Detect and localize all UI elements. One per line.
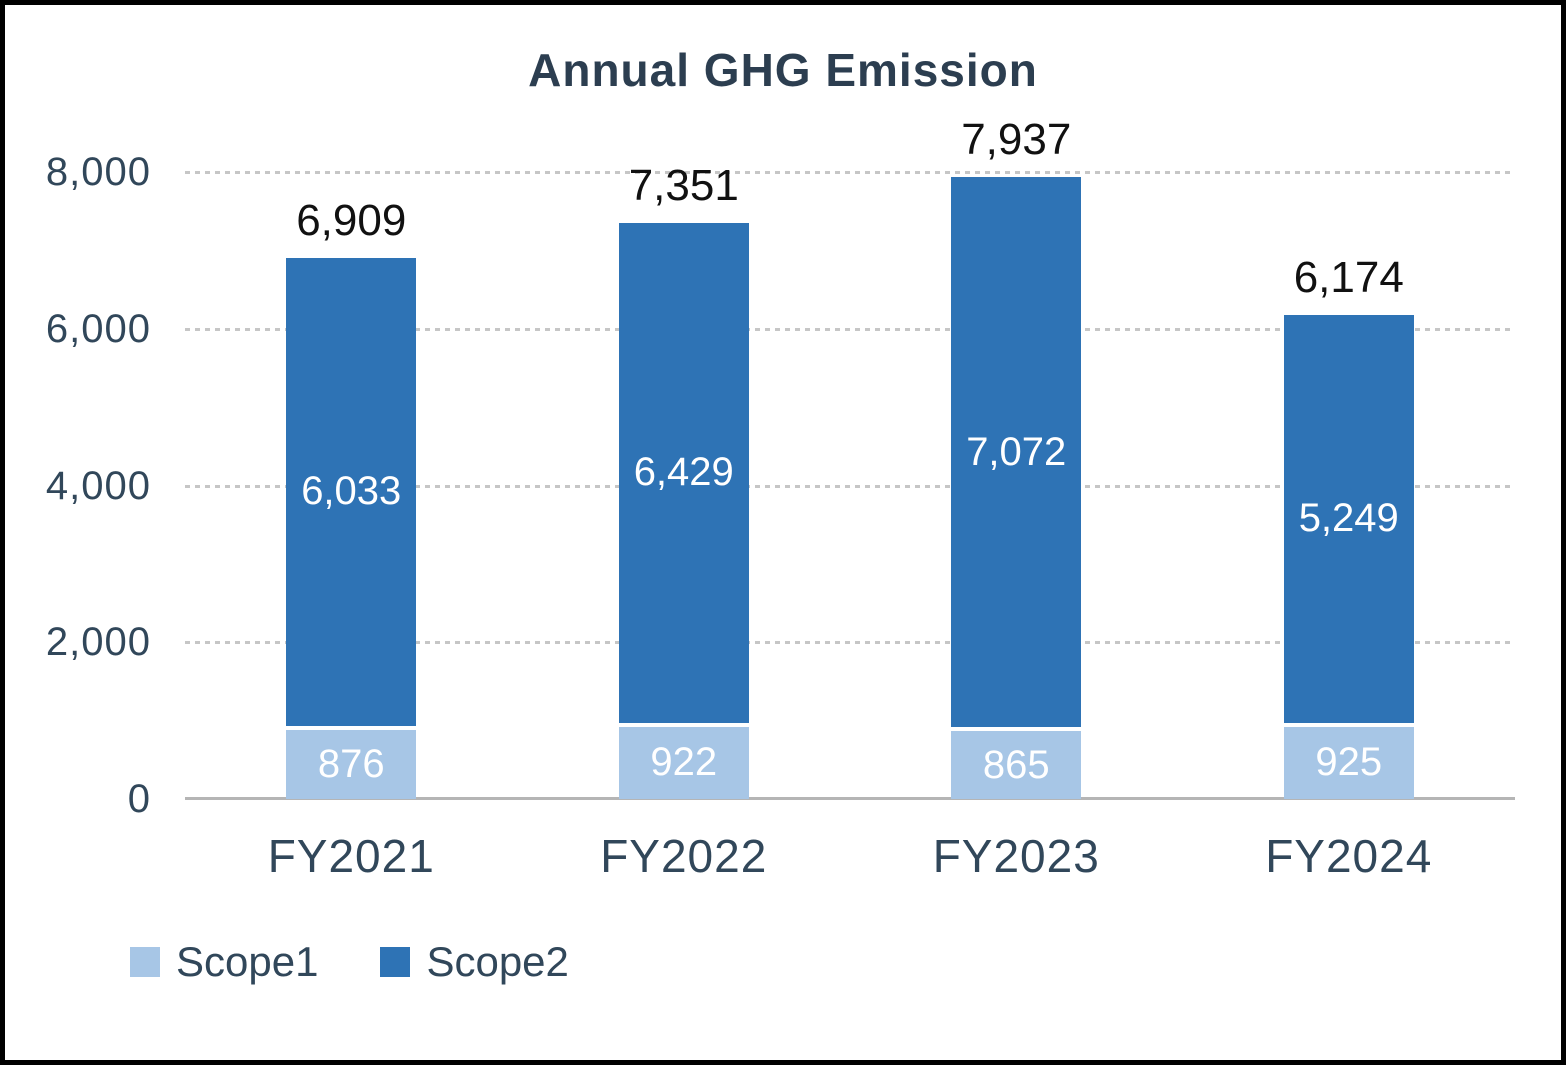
bar-segment-scope2-fy2022: 6,429 (618, 222, 749, 727)
bar-value-label: 6,033 (301, 469, 402, 514)
bar-column-fy2023: 7,937 7,072 865 (850, 115, 1183, 799)
bar-fy2022: 6,429 922 (618, 222, 749, 799)
x-axis-label-fy2021: FY2021 (267, 830, 435, 882)
y-tick-label: 8,000 (45, 150, 151, 194)
bar-segment-scope2-fy2021: 6,033 (286, 257, 417, 731)
bar-value-label: 876 (317, 742, 385, 787)
bar-value-label: 6,429 (633, 450, 734, 495)
legend-label-scope1: Scope1 (176, 938, 319, 985)
y-tick-label: 4,000 (45, 463, 151, 508)
x-axis-label-fy2023: FY2023 (932, 830, 1100, 882)
legend: Scope1 Scope2 (130, 930, 569, 994)
x-axis-label-fy2022: FY2022 (600, 830, 768, 882)
bar-value-label: 7,072 (966, 429, 1067, 474)
plot-area: 6,909 6,033 876 7,351 6,429 922 7,937 7,072 865 6… (185, 115, 1516, 800)
y-tick-label: 2,000 (45, 620, 151, 665)
bar-column-fy2021: 6,909 6,033 876 (185, 172, 518, 799)
bars: 6,909 6,033 876 7,351 6,429 922 7,937 7,072 865 6… (185, 115, 1516, 799)
gridline-4,000 (185, 484, 1515, 488)
bar-value-label: 922 (650, 740, 718, 785)
bar-column-fy2022: 7,351 6,429 922 (518, 161, 851, 799)
legend-label-scope2: Scope2 (426, 938, 569, 985)
bar-value-label: 925 (1315, 740, 1383, 785)
legend-swatch-scope1-icon (130, 947, 160, 977)
bar-segment-scope1-fy2022: 922 (618, 726, 749, 799)
bar-segment-scope2-fy2024: 5,249 (1283, 315, 1414, 727)
bar-segment-scope1-fy2021: 876 (286, 730, 417, 799)
y-tick-label: 6,000 (45, 306, 151, 351)
legend-item-scope1: Scope1 (130, 938, 318, 986)
bar-fy2023: 7,072 865 (951, 176, 1082, 799)
x-axis-label-fy2024: FY2024 (1265, 830, 1433, 882)
total-label-fy2023: 7,937 (961, 114, 1072, 164)
bar-column-fy2024: 6,174 5,249 925 (1183, 172, 1516, 799)
gridline-8,000 (185, 171, 1515, 174)
legend-item-scope2: Scope2 (380, 938, 569, 986)
total-label-fy2021: 6,909 (296, 195, 407, 245)
bar-fy2024: 5,249 925 (1283, 315, 1414, 799)
gridline-2,000 (185, 641, 1515, 645)
bar-fy2021: 6,033 876 (286, 257, 417, 799)
total-label-fy2022: 7,351 (628, 160, 739, 210)
x-axis-labels: FY2021 FY2022 FY2023 FY2024 (185, 829, 1515, 883)
bar-value-label: 5,249 (1298, 496, 1399, 541)
bar-segment-scope2-fy2023: 7,072 (951, 176, 1082, 732)
chart-title: Annual GHG Emission (528, 44, 1038, 96)
gridline-6,000 (185, 327, 1515, 331)
y-axis-labels: 0 2,000 4,000 6,000 8,000 (5, 150, 155, 821)
y-tick-label: 0 (127, 777, 151, 821)
bar-value-label: 865 (982, 742, 1050, 787)
legend-swatch-scope2-icon (380, 947, 411, 977)
bar-segment-scope1-fy2023: 865 (951, 731, 1082, 799)
x-axis-line (185, 797, 1515, 800)
bar-segment-scope1-fy2024: 925 (1283, 726, 1414, 799)
gridlines (185, 171, 1515, 799)
total-label-fy2024: 6,174 (1293, 253, 1404, 303)
